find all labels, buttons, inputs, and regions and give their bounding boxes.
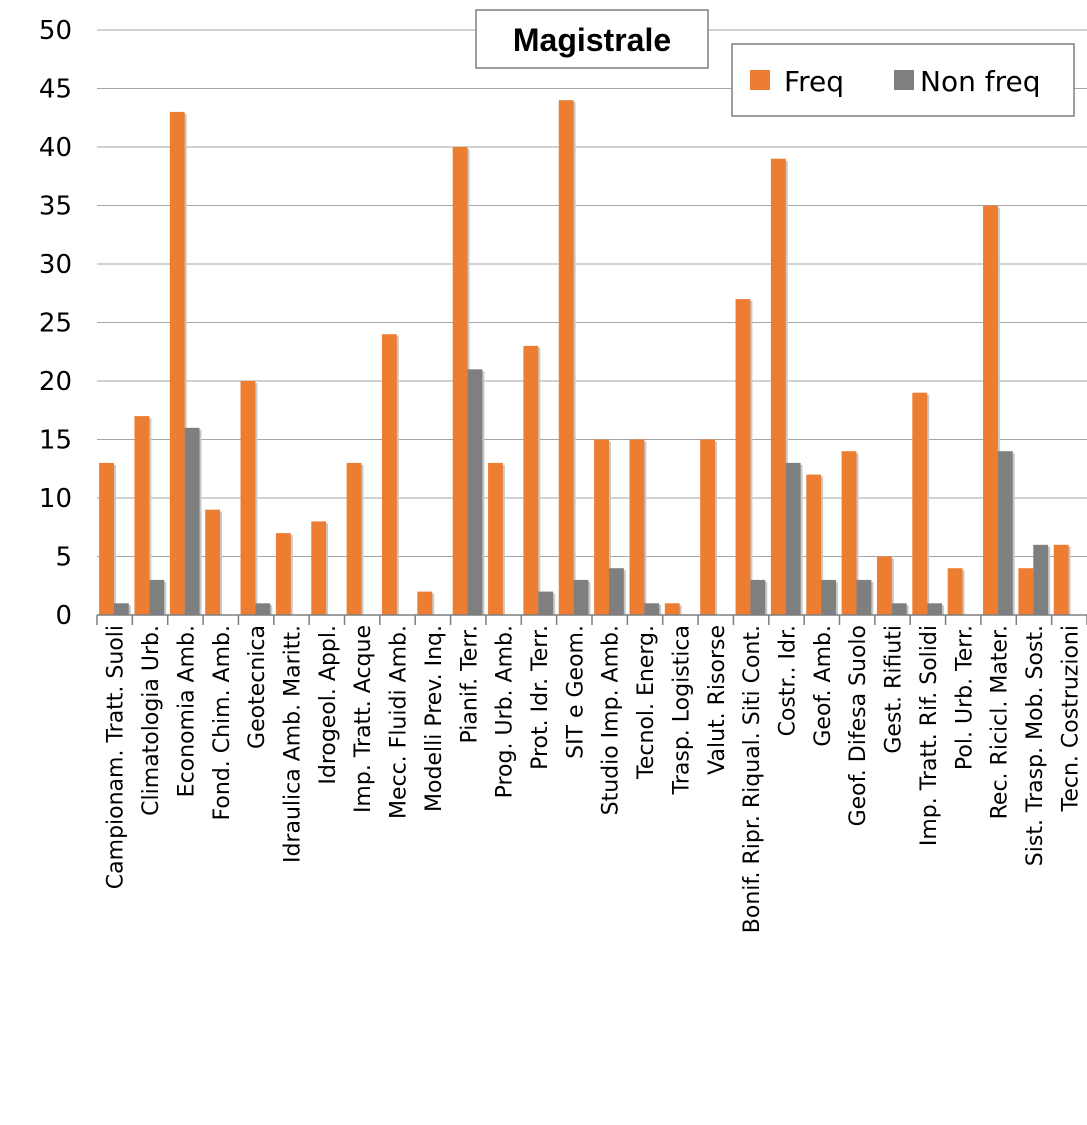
y-tick-label: 5 xyxy=(55,543,72,573)
bar-non-freq xyxy=(1033,544,1049,615)
bar-non-freq xyxy=(750,579,766,615)
x-category-label: Tecnol. Energ. xyxy=(634,625,659,780)
x-category-label: Fond. Chim. Amb. xyxy=(210,625,235,821)
bar-freq xyxy=(876,556,892,615)
bar-non-freq xyxy=(467,369,483,615)
bar-non-freq xyxy=(891,603,907,615)
bar-freq xyxy=(488,462,503,615)
x-category-label: Gest. Rifiuti xyxy=(882,625,907,754)
x-category-label: Modelli Prev. Inq. xyxy=(422,625,447,812)
x-category-label: Geotecnica xyxy=(245,625,270,749)
bar-freq xyxy=(700,439,716,615)
y-tick-label: 40 xyxy=(39,133,72,163)
x-category-label: Geof. Difesa Suolo xyxy=(846,625,871,826)
bar-freq xyxy=(311,521,327,615)
y-tick-label: 15 xyxy=(39,426,72,456)
x-category-label: Idrogeol. Appl. xyxy=(316,625,341,785)
bar-freq xyxy=(1018,568,1034,615)
bar-freq xyxy=(452,147,468,615)
bar-freq xyxy=(947,568,963,615)
x-category-label: Bonif. Ripr. Riqual. Siti Cont. xyxy=(740,625,765,933)
bar-non-freq xyxy=(113,603,129,615)
bar-freq xyxy=(417,591,433,615)
bar-freq xyxy=(558,100,574,615)
bar-non-freq xyxy=(255,603,271,615)
bar-freq xyxy=(346,462,362,615)
bar-freq xyxy=(1053,544,1069,615)
bar-non-freq xyxy=(608,568,624,615)
x-category-label: Valut. Risorse xyxy=(705,625,730,775)
x-axis xyxy=(96,614,1087,625)
bar-non-freq xyxy=(821,579,836,615)
x-category-label: SIT e Geom. xyxy=(563,625,588,759)
y-axis-tick-labels: 0 5 10 15 20 25 30 35 40 45 50 xyxy=(39,16,72,631)
bar-freq xyxy=(134,416,150,615)
x-category-label: Climatologia Urb. xyxy=(139,625,164,816)
y-tick-label: 25 xyxy=(39,309,72,339)
bar-freq xyxy=(735,299,751,615)
x-category-label: Costr.. Idr. xyxy=(775,625,800,736)
y-tick-label: 10 xyxy=(39,484,72,514)
bar-freq xyxy=(169,111,185,616)
chart-title-box xyxy=(475,9,709,69)
x-category-label: Campionam. Tratt. Suoli xyxy=(104,625,129,889)
gridlines xyxy=(97,29,1087,557)
x-category-label: Imp. Tratt. Acque xyxy=(351,625,376,813)
y-tick-label: 35 xyxy=(39,192,72,222)
bar-non-freq xyxy=(785,462,801,615)
x-category-label: Prog. Urb. Amb. xyxy=(493,625,518,798)
bar-freq xyxy=(983,205,998,615)
bar-freq xyxy=(664,603,680,615)
bar-non-freq xyxy=(856,579,872,615)
bar-non-freq xyxy=(644,603,660,615)
legend-swatch-freq xyxy=(750,70,770,90)
x-category-label: Studio Imp. Amb. xyxy=(599,625,624,815)
x-category-label: Prot. Idr. Terr. xyxy=(528,625,553,770)
bar-freq xyxy=(99,462,114,615)
x-category-label: Mecc. Fluidi Amb. xyxy=(387,625,412,819)
y-tick-label: 20 xyxy=(39,367,72,397)
x-category-label: Pol. Urb. Terr. xyxy=(952,625,977,770)
legend-label-freq: Freq xyxy=(784,65,844,98)
chart-title-text: Magistrale xyxy=(513,22,671,58)
x-category-label: Sist. Trasp. Mob. Sost. xyxy=(1023,625,1048,866)
bar-non-freq xyxy=(997,451,1013,615)
bar-non-freq xyxy=(149,579,165,615)
x-category-label: Rec. Ricicl. Mater. xyxy=(988,625,1013,819)
bar-freq xyxy=(205,509,221,615)
bar-freq xyxy=(770,158,786,615)
bar-non-freq xyxy=(184,427,200,615)
bar-freq xyxy=(523,345,539,615)
bar-non-freq xyxy=(538,591,554,615)
y-tick-label: 30 xyxy=(39,250,72,280)
bar-freq xyxy=(381,334,397,615)
x-axis-category-labels: Campionam. Tratt. Suoli Climatologia Urb.… xyxy=(104,625,1084,933)
bar-non-freq xyxy=(573,579,589,615)
bar-freq xyxy=(806,474,822,615)
y-tick-label: 50 xyxy=(39,16,72,46)
bar-freq xyxy=(275,533,291,615)
x-category-label: Economia Amb. xyxy=(174,625,199,797)
legend-label-non-freq: Non freq xyxy=(920,65,1040,98)
x-category-label: Geof. Amb. xyxy=(811,625,836,747)
x-category-label: Tecn. Costruzioni xyxy=(1058,625,1083,812)
x-category-label: Imp. Tratt. Rif. Solidi xyxy=(917,625,942,846)
x-category-label: Trasp. Logistica xyxy=(669,625,694,795)
y-tick-label: 45 xyxy=(39,75,72,105)
bar-freq xyxy=(594,439,609,615)
x-category-label: Idraulica Amb. Maritt. xyxy=(280,625,305,863)
bar-freq xyxy=(841,451,857,615)
x-category-label: Pianif. Terr. xyxy=(457,625,482,743)
legend-swatch-non-freq xyxy=(894,70,914,90)
bar-non-freq xyxy=(927,603,943,615)
legend: Freq Non freq xyxy=(731,43,1075,117)
bars xyxy=(99,100,1071,616)
chart-title: Magistrale xyxy=(475,9,709,69)
bar-freq xyxy=(240,381,256,615)
y-tick-label: 0 xyxy=(55,601,72,631)
bar-freq xyxy=(912,392,928,615)
bar-freq xyxy=(629,439,645,615)
